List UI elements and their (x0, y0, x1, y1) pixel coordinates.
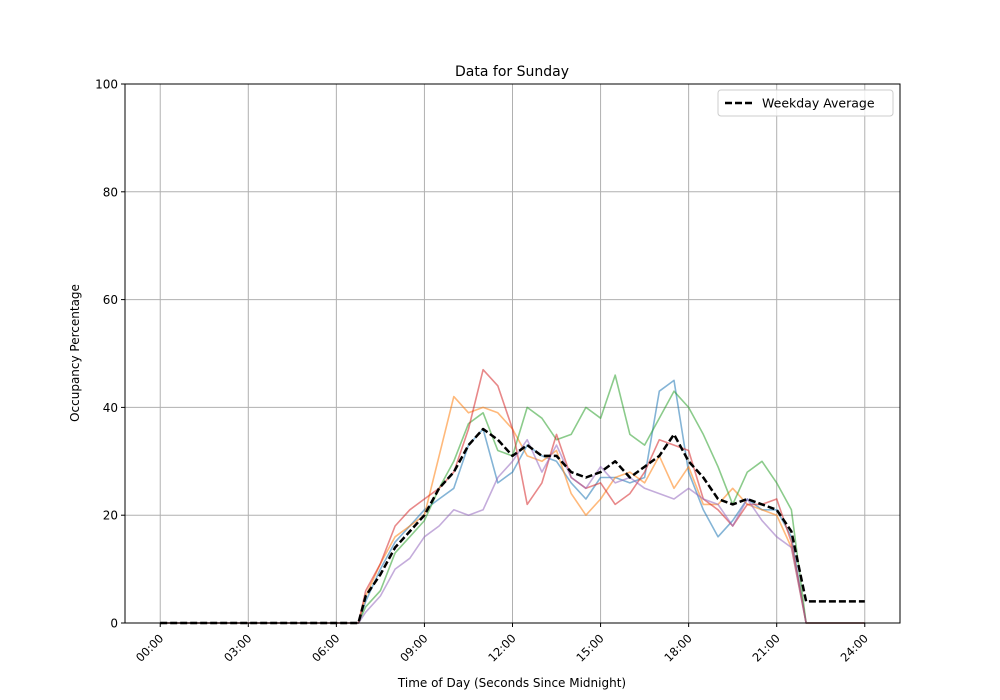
y-tick-label: 20 (103, 509, 118, 523)
legend: Weekday Average (717, 89, 894, 117)
y-tick-label: 100 (95, 78, 118, 92)
series-line-1 (160, 379, 865, 624)
chart-title: Data for Sunday (455, 64, 569, 80)
legend-label-weekday-average: Weekday Average (762, 96, 875, 111)
series-line-5 (160, 438, 865, 624)
series-line-weekday-average (160, 427, 865, 625)
y-axis-label: Occupancy Percentage (68, 284, 82, 422)
y-tick-label: 0 (110, 617, 118, 631)
y-tick-label: 80 (103, 185, 118, 199)
series-line-3 (160, 374, 865, 624)
y-tick-label: 40 (103, 401, 118, 415)
x-axis-label: Time of Day (Seconds Since Midnight) (397, 676, 626, 690)
y-tick-label: 60 (103, 293, 118, 307)
series-line-2 (160, 395, 865, 624)
legend-box (717, 89, 894, 117)
series-group (160, 368, 865, 625)
